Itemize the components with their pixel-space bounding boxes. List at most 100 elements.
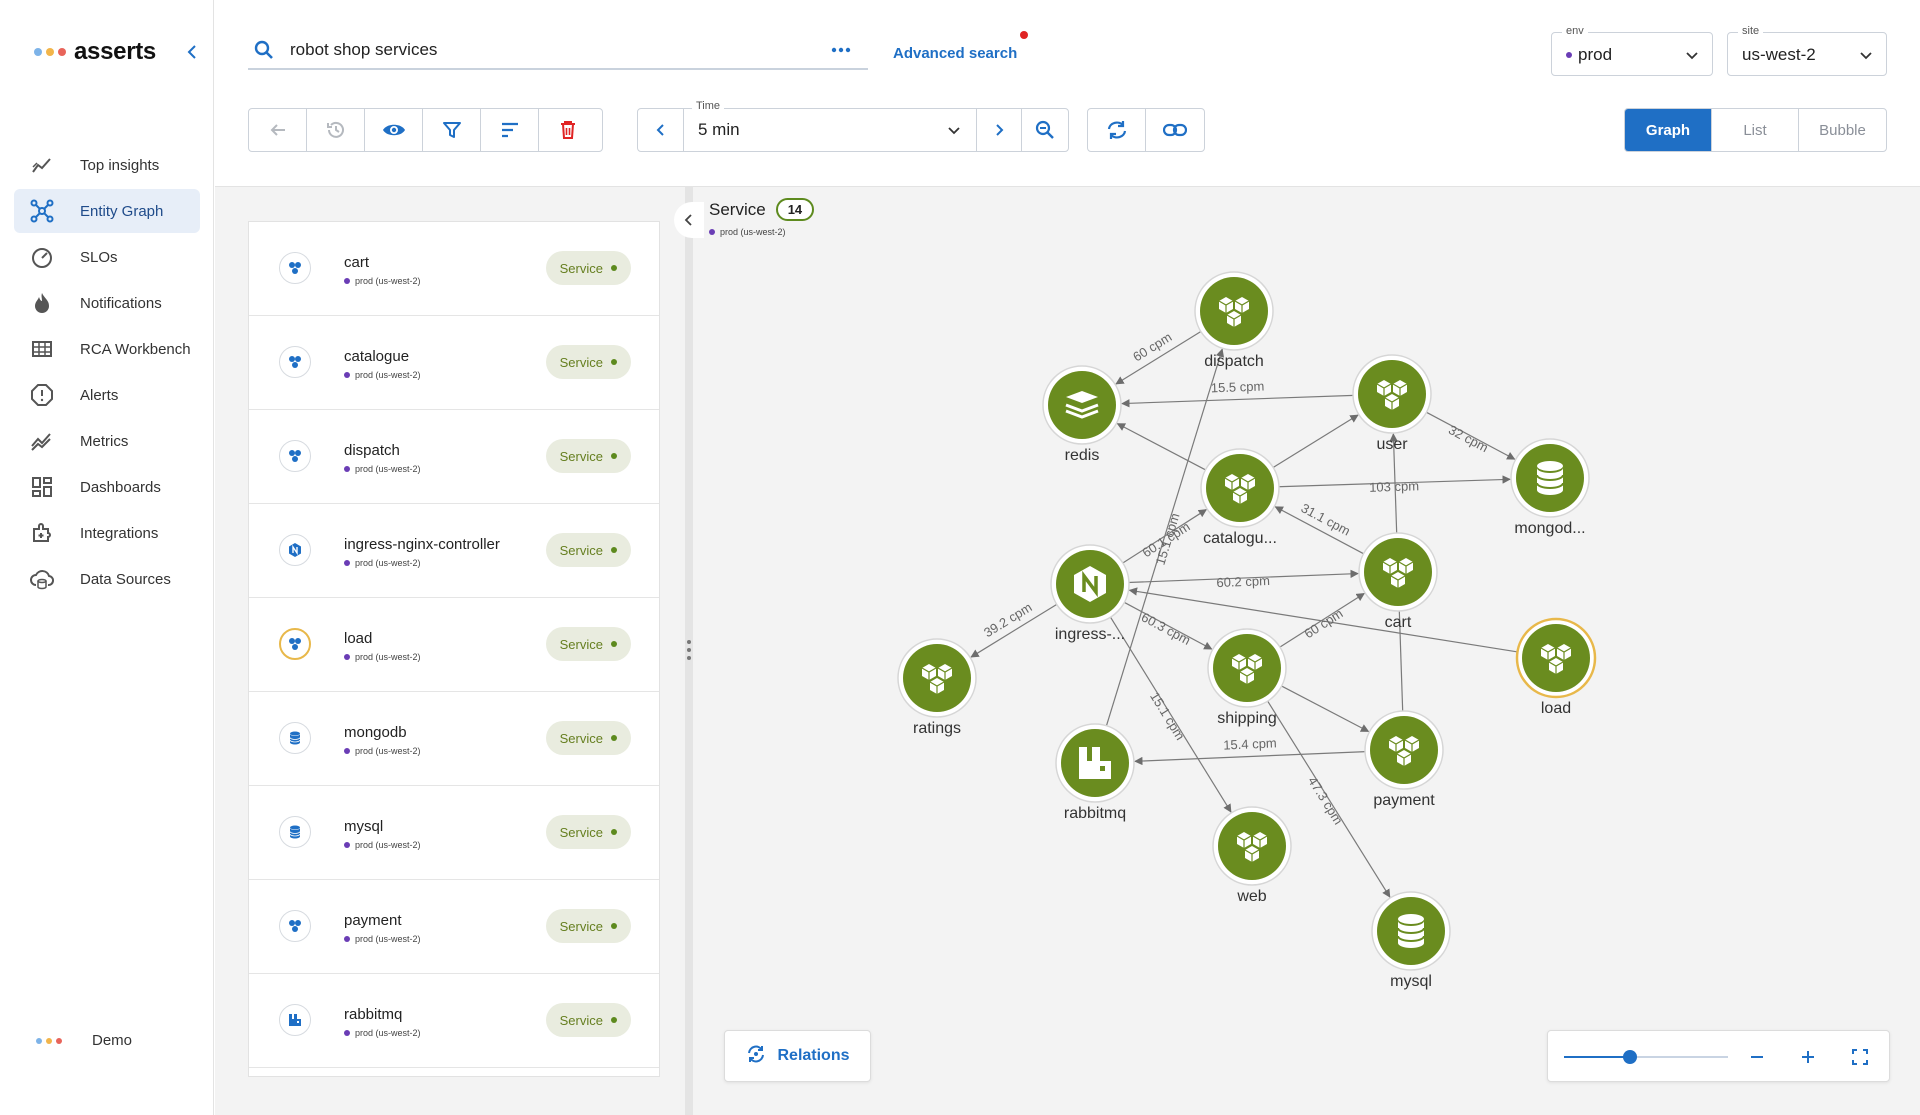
graph-node-user[interactable]: user bbox=[1352, 354, 1432, 453]
list-item[interactable]: rabbitmq prod (us-west-2) Service bbox=[249, 974, 659, 1068]
graph-edge-user-mongodb[interactable] bbox=[1425, 411, 1516, 460]
list-item[interactable]: catalogue prod (us-west-2) Service bbox=[249, 316, 659, 410]
delete-button[interactable] bbox=[539, 109, 597, 151]
sidebar-item-top-insights[interactable]: Top insights bbox=[14, 143, 200, 187]
graph-node-dispatch[interactable]: dispatch bbox=[1194, 271, 1274, 370]
time-next-button[interactable] bbox=[977, 109, 1022, 151]
sidebar-item-metrics[interactable]: Metrics bbox=[14, 419, 200, 463]
zoom-slider-track[interactable] bbox=[1564, 1056, 1728, 1058]
sidebar-item-dashboards[interactable]: Dashboards bbox=[14, 465, 200, 509]
graph-edge-shipping-mysql[interactable] bbox=[1266, 699, 1391, 898]
status-badge: Service bbox=[545, 721, 631, 755]
list-item[interactable]: mysql prod (us-west-2) Service bbox=[249, 786, 659, 880]
graph-node-web[interactable]: web bbox=[1212, 806, 1292, 905]
collapse-list-button[interactable] bbox=[674, 202, 704, 238]
zoom-out-time-button[interactable] bbox=[1022, 109, 1067, 151]
list-item[interactable]: dispatch prod (us-west-2) Service bbox=[249, 410, 659, 504]
drag-handle-icon[interactable] bbox=[686, 638, 692, 662]
sidebar-item-integrations[interactable]: Integrations bbox=[14, 511, 200, 555]
edge-label: 47.3 cpm bbox=[1305, 774, 1346, 827]
workspace-switcher[interactable]: Demo bbox=[36, 1032, 132, 1049]
search-input[interactable]: robot shop services bbox=[290, 40, 438, 59]
graph-title: Service 14 bbox=[709, 198, 815, 221]
refresh-button[interactable] bbox=[1088, 109, 1146, 151]
list-item[interactable]: cart prod (us-west-2) Service bbox=[249, 222, 659, 316]
view-bubble-button[interactable]: Bubble bbox=[1819, 121, 1866, 139]
more-options-icon[interactable] bbox=[826, 38, 856, 62]
logo[interactable]: asserts bbox=[34, 38, 156, 66]
graph-edge-payment-rabbitmq[interactable] bbox=[1134, 750, 1367, 766]
view-toggle: Graph List Bubble bbox=[1624, 108, 1887, 152]
list-item[interactable]: load prod (us-west-2) Service bbox=[249, 598, 659, 692]
chevron-down-icon bbox=[1684, 47, 1700, 63]
zoom-slider-thumb[interactable] bbox=[1622, 1050, 1637, 1064]
node-label: load bbox=[1541, 700, 1571, 717]
graph-node-mongodb[interactable]: mongod... bbox=[1510, 438, 1590, 537]
graph-edge-dispatch-redis[interactable] bbox=[1115, 330, 1202, 385]
graph-edge-ingress-shipping[interactable] bbox=[1123, 601, 1213, 650]
graph-node-shipping[interactable]: shipping bbox=[1207, 628, 1287, 727]
graph-node-catalogue[interactable]: catalogu... bbox=[1200, 448, 1280, 547]
sidebar-item-data-sources[interactable]: Data Sources bbox=[14, 557, 200, 601]
view-graph-button[interactable]: Graph bbox=[1625, 109, 1712, 151]
sidebar-item-rca-workbench[interactable]: RCA Workbench bbox=[14, 327, 200, 371]
back-button[interactable] bbox=[249, 109, 307, 151]
sidebar-item-notifications[interactable]: Notifications bbox=[14, 281, 200, 325]
zoom-out-button[interactable] bbox=[1745, 1045, 1769, 1069]
site-select[interactable]: site us-west-2 bbox=[1727, 25, 1887, 76]
graph-edge-shipping-payment[interactable] bbox=[1280, 685, 1370, 733]
list-item[interactable]: payment prod (us-west-2) Service bbox=[249, 880, 659, 974]
link-button[interactable] bbox=[1146, 109, 1204, 151]
badge-label: Service bbox=[559, 448, 603, 464]
list-item[interactable]: mongodb prod (us-west-2) Service bbox=[249, 692, 659, 786]
filter-button[interactable] bbox=[423, 109, 481, 151]
graph-edge-ingress-ratings[interactable] bbox=[970, 603, 1058, 658]
status-badge: Service bbox=[545, 1003, 631, 1037]
sidebar-item-label: Data Sources bbox=[80, 570, 171, 588]
graph-edge-cart-catalogue[interactable] bbox=[1274, 506, 1365, 555]
graph-node-rabbitmq[interactable]: rabbitmq bbox=[1055, 723, 1135, 822]
graph-edge-catalogue-user[interactable] bbox=[1272, 414, 1359, 469]
list-item-name: catalogue bbox=[344, 348, 410, 365]
list-item-scope: prod (us-west-2) bbox=[344, 652, 421, 662]
grid-icon bbox=[30, 337, 54, 361]
collapse-sidebar-icon[interactable] bbox=[182, 42, 202, 62]
graph-edge-rabbitmq-dispatch[interactable] bbox=[1105, 348, 1225, 727]
graph-node-cart[interactable]: cart bbox=[1358, 532, 1438, 631]
graph-node-ratings[interactable]: ratings bbox=[897, 638, 977, 737]
graph-node-ingress[interactable]: ingress-... bbox=[1050, 544, 1130, 643]
chevron-down-icon bbox=[946, 122, 962, 138]
graph-node-payment[interactable]: payment bbox=[1364, 710, 1444, 809]
relations-button[interactable]: Relations bbox=[724, 1030, 871, 1082]
sort-button[interactable] bbox=[481, 109, 539, 151]
graph-edge-catalogue-mongodb[interactable] bbox=[1277, 475, 1511, 488]
sidebar-item-slos[interactable]: SLOs bbox=[14, 235, 200, 279]
logo-text: asserts bbox=[74, 38, 156, 65]
list-item-scope: prod (us-west-2) bbox=[344, 558, 421, 568]
advanced-search-link[interactable]: Advanced search bbox=[893, 45, 1018, 62]
env-select[interactable]: env prod bbox=[1551, 25, 1713, 76]
graph-edge-catalogue-redis[interactable] bbox=[1116, 423, 1207, 471]
graph-edge-ingress-cart[interactable] bbox=[1127, 569, 1359, 584]
sidebar-item-entity-graph[interactable]: Entity Graph bbox=[14, 189, 200, 233]
graph-edge-shipping-cart[interactable] bbox=[1278, 592, 1365, 649]
workspace-dot-red bbox=[56, 1037, 62, 1044]
list-item[interactable]: ingress-nginx-controller prod (us-west-2… bbox=[249, 504, 659, 598]
graph-edge-user-redis[interactable] bbox=[1121, 394, 1355, 408]
zoom-in-button[interactable] bbox=[1796, 1045, 1820, 1069]
sidebar-item-alerts[interactable]: Alerts bbox=[14, 373, 200, 417]
search-bar[interactable]: robot shop services bbox=[248, 32, 868, 70]
graph-node-redis[interactable]: redis bbox=[1042, 365, 1122, 464]
graph-edge-load-ingress[interactable] bbox=[1128, 587, 1519, 653]
time-prev-button[interactable] bbox=[638, 109, 683, 151]
badge-dot bbox=[611, 453, 617, 459]
history-button[interactable] bbox=[307, 109, 365, 151]
visibility-button[interactable] bbox=[365, 109, 423, 151]
graph-node-load[interactable]: load bbox=[1515, 617, 1597, 717]
time-select[interactable]: Time 5 min bbox=[683, 100, 977, 151]
view-list-button[interactable]: List bbox=[1712, 109, 1799, 151]
graph-node-mysql[interactable]: mysql bbox=[1371, 891, 1451, 990]
fullscreen-button[interactable] bbox=[1848, 1045, 1872, 1069]
edge-label: 15.1 cpm bbox=[1147, 689, 1188, 742]
